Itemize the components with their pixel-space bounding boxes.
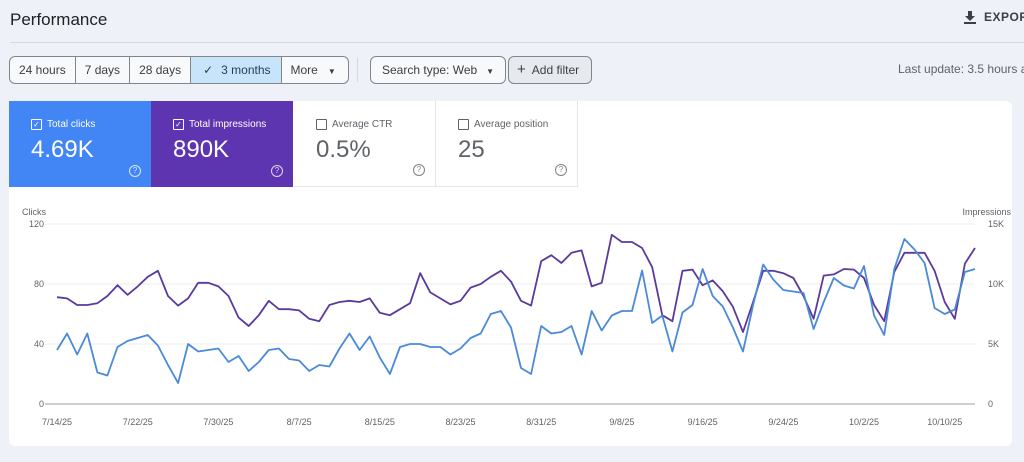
download-icon bbox=[964, 10, 976, 24]
metric-value: 0.5% bbox=[316, 136, 371, 163]
left-tick-label: 80 bbox=[34, 279, 44, 289]
filter-divider bbox=[357, 58, 358, 82]
right-tick-label: 5K bbox=[988, 339, 999, 349]
metric-label: Total clicks bbox=[47, 119, 96, 130]
last-update-text: Last update: 3.5 hours a bbox=[898, 62, 1024, 76]
x-tick-label: 7/30/25 bbox=[203, 417, 233, 427]
metric-total-clicks[interactable]: ✓ Total clicks 4.69K ? bbox=[9, 101, 151, 187]
right-axis-title: Impressions bbox=[962, 207, 1011, 217]
x-tick-label: 8/31/25 bbox=[526, 417, 556, 427]
metric-total-impressions[interactable]: ✓ Total impressions 890K ? bbox=[151, 101, 293, 187]
search-type-dropdown[interactable]: Search type: Web ▼ bbox=[370, 56, 507, 84]
range-24-hours[interactable]: 24 hours bbox=[10, 57, 76, 83]
checkbox-unchecked-icon[interactable] bbox=[458, 119, 469, 130]
x-tick-label: 9/8/25 bbox=[609, 417, 634, 427]
left-axis-title: Clicks bbox=[22, 207, 46, 217]
export-label: EXPOR bbox=[984, 10, 1024, 24]
x-tick-label: 9/24/25 bbox=[768, 417, 798, 427]
help-icon[interactable]: ? bbox=[271, 165, 283, 177]
right-tick-label: 10K bbox=[988, 279, 1004, 289]
x-tick-label: 10/2/25 bbox=[849, 417, 879, 427]
export-button[interactable]: EXPOR bbox=[964, 10, 1024, 24]
metric-label: Average CTR bbox=[332, 119, 393, 130]
x-tick-label: 8/23/25 bbox=[446, 417, 476, 427]
page-title: Performance bbox=[10, 10, 108, 29]
checkbox-unchecked-icon[interactable] bbox=[316, 119, 327, 130]
range-more-label: More bbox=[290, 63, 318, 77]
help-icon[interactable]: ? bbox=[129, 165, 141, 177]
x-tick-label: 8/15/25 bbox=[365, 417, 395, 427]
right-tick-label: 0 bbox=[988, 399, 993, 409]
range-28-days[interactable]: 28 days bbox=[130, 57, 192, 83]
metric-value: 890K bbox=[173, 136, 230, 163]
range-3-months[interactable]: ✓ 3 months bbox=[191, 57, 282, 83]
help-icon[interactable]: ? bbox=[413, 164, 425, 176]
left-tick-label: 40 bbox=[34, 339, 44, 349]
clicks-line bbox=[56, 238, 976, 384]
dropdown-arrow-icon: ▼ bbox=[327, 67, 336, 76]
x-tick-label: 8/7/25 bbox=[287, 417, 312, 427]
date-range-selector: 24 hours 7 days 28 days ✓ 3 months More ▼ bbox=[9, 56, 349, 84]
right-tick-label: 15K bbox=[988, 219, 1004, 229]
metric-label: Total impressions bbox=[189, 119, 267, 130]
checkbox-checked-icon[interactable]: ✓ bbox=[173, 119, 184, 130]
dropdown-arrow-icon: ▼ bbox=[486, 67, 495, 76]
header-divider bbox=[10, 42, 1024, 43]
metric-value: 4.69K bbox=[31, 136, 94, 163]
plus-icon: + bbox=[517, 61, 526, 78]
x-tick-label: 9/16/25 bbox=[688, 417, 718, 427]
x-tick-label: 7/14/25 bbox=[42, 417, 72, 427]
checkbox-checked-icon[interactable]: ✓ bbox=[31, 119, 42, 130]
left-tick-label: 120 bbox=[29, 219, 44, 229]
metric-label: Average position bbox=[474, 119, 549, 130]
metric-value: 25 bbox=[458, 136, 485, 163]
help-icon[interactable]: ? bbox=[555, 164, 567, 176]
search-type-label: Search type: Web bbox=[382, 63, 478, 77]
add-filter-label: Add filter bbox=[531, 63, 580, 77]
metric-average-ctr[interactable]: Average CTR 0.5% ? bbox=[294, 101, 436, 187]
add-filter-button[interactable]: + Add filter bbox=[508, 56, 593, 84]
check-icon: ✓ bbox=[203, 63, 214, 77]
range-more-dropdown[interactable]: More ▼ bbox=[282, 57, 348, 83]
range-3-months-label: 3 months bbox=[221, 63, 271, 77]
x-tick-label: 7/22/25 bbox=[123, 417, 153, 427]
range-7-days[interactable]: 7 days bbox=[76, 57, 131, 83]
impressions-line bbox=[56, 233, 976, 333]
metric-average-position[interactable]: Average position 25 ? bbox=[436, 101, 578, 187]
left-tick-label: 0 bbox=[39, 399, 44, 409]
x-tick-label: 10/10/25 bbox=[927, 417, 962, 427]
